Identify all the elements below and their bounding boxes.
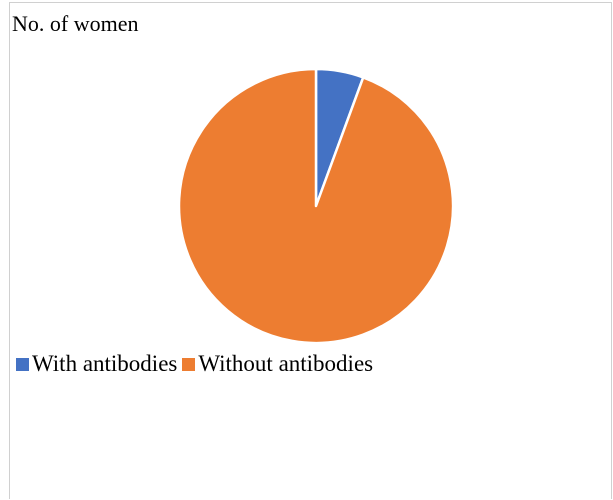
legend-item-with-antibodies: With antibodies [16, 350, 177, 378]
legend-swatch-without-antibodies [182, 357, 196, 371]
legend-label-with-antibodies: With antibodies [32, 351, 178, 376]
legend-label-without-antibodies: Without antibodies [198, 351, 374, 376]
chart-title: No. of women [12, 11, 139, 36]
legend-swatch-with-antibodies [16, 357, 29, 371]
legend-item-without-antibodies: Without antibodies [182, 350, 373, 378]
pie-slice-without-antibodies [177, 67, 455, 345]
chart-frame [9, 2, 612, 499]
chart-legend: With antibodies Without antibodies [16, 350, 378, 378]
